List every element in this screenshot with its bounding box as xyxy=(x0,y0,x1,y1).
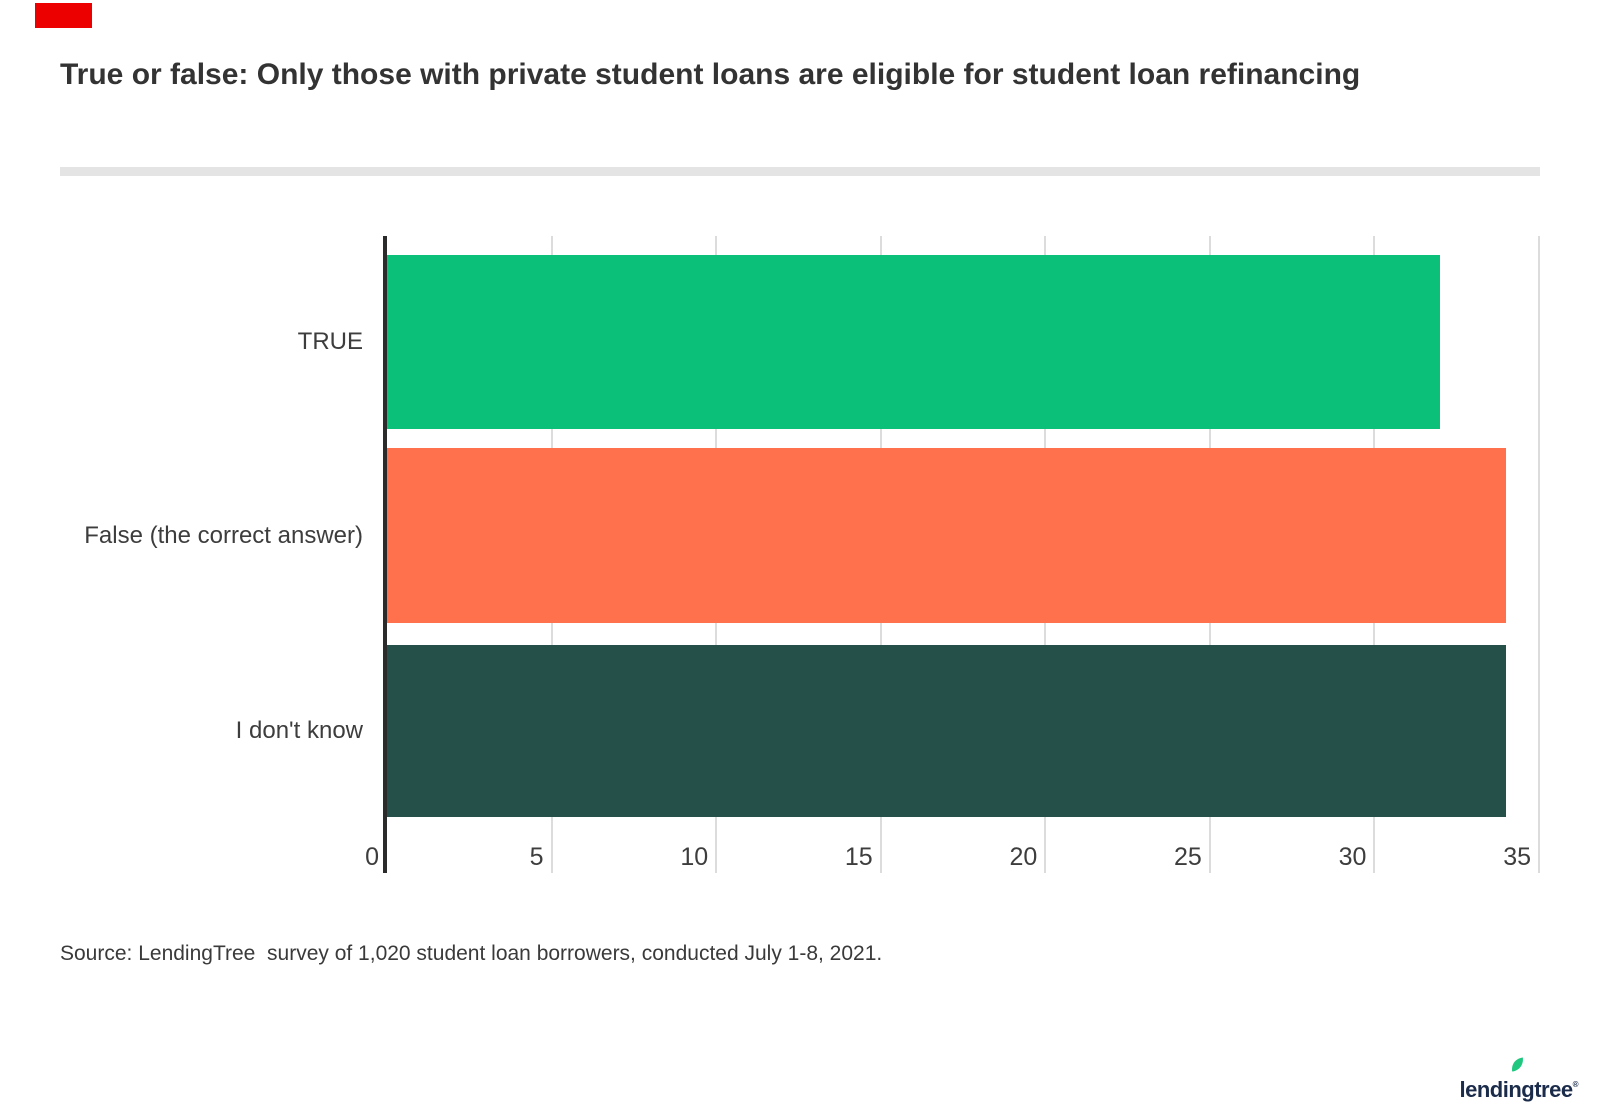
gridline-x-35 xyxy=(1538,236,1540,873)
category-label: I don't know xyxy=(235,717,363,744)
source-note: Source: LendingTree survey of 1,020 stud… xyxy=(60,942,883,965)
x-tick-label-25: 25 xyxy=(1174,843,1202,871)
chart-title: True or false: Only those with private s… xyxy=(60,58,1361,91)
x-tick-label-35: 35 xyxy=(1503,843,1531,871)
bar-true xyxy=(387,255,1440,429)
x-tick-label-15: 15 xyxy=(844,843,873,871)
x-tick-label-5: 5 xyxy=(529,843,544,871)
lendingtree-logo: lendingtree® xyxy=(1459,1057,1579,1102)
x-tick-label-20: 20 xyxy=(1009,843,1038,871)
registered-mark: ® xyxy=(1572,1080,1579,1089)
x-tick-label-30: 30 xyxy=(1338,843,1367,871)
leaf-icon xyxy=(1511,1057,1523,1072)
logo-text: lendingtree® xyxy=(1459,1077,1579,1102)
y-axis-line xyxy=(383,236,387,873)
title-divider xyxy=(60,167,1540,176)
category-label: TRUE xyxy=(297,328,363,355)
bar-false-the-correct-answer- xyxy=(387,448,1506,623)
category-label: False (the correct answer) xyxy=(84,521,363,549)
bar-i-don-t-know xyxy=(387,645,1506,817)
x-tick-label-10: 10 xyxy=(680,843,709,871)
x-tick-label-0: 0 xyxy=(365,843,379,871)
red-marker xyxy=(35,3,92,28)
